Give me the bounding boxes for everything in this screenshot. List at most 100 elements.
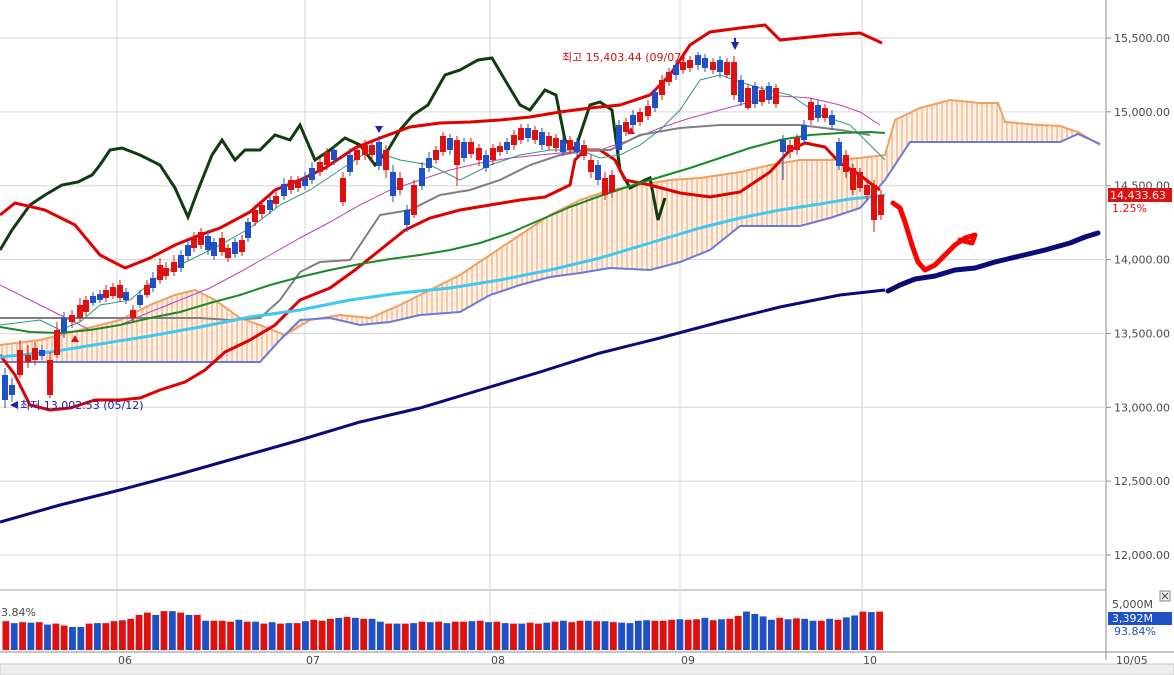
candle-body	[54, 330, 60, 355]
volume-bar	[684, 619, 692, 650]
candle-body	[302, 178, 308, 186]
ma120-line	[0, 193, 886, 359]
candle-body	[717, 60, 723, 72]
candle-body	[829, 115, 835, 125]
candle-body	[198, 232, 204, 245]
candle-body	[666, 72, 672, 82]
volume-bar	[60, 625, 68, 650]
bottom-scrollbar[interactable]	[0, 663, 1174, 675]
candle-body	[525, 128, 531, 138]
candle-body	[752, 86, 758, 104]
candle-body	[281, 184, 287, 196]
candle-body	[560, 140, 566, 152]
month-tick-label: 08	[491, 654, 505, 667]
volume-bar	[876, 611, 883, 650]
candle-body	[390, 172, 396, 196]
volume-bar	[626, 623, 634, 650]
bollinger-upper-line	[0, 23, 883, 270]
volume-bar	[526, 622, 534, 650]
volume-bar	[343, 616, 351, 650]
hand-drawn-blue-line	[885, 230, 1101, 294]
price-tick-label: 14,000.00	[1114, 254, 1170, 267]
volume-bar	[743, 611, 750, 650]
candle-body	[163, 268, 169, 276]
month-axis: 06 07 08 09 10	[118, 654, 877, 667]
volume-bars	[2, 611, 883, 650]
volume-bar	[94, 623, 101, 650]
candle-body	[836, 142, 842, 166]
candle-body	[794, 138, 800, 150]
candle-body	[539, 132, 545, 145]
volume-bar	[285, 623, 293, 650]
candle-body	[652, 92, 658, 108]
month-end-label: 10/05	[1116, 654, 1148, 667]
volume-bar	[859, 611, 867, 650]
kijun-line	[0, 124, 871, 322]
month-tick-label: 10	[863, 654, 877, 667]
candle-body	[347, 155, 353, 172]
volume-bar	[842, 617, 850, 650]
candle-body	[490, 148, 496, 160]
candle-body	[239, 240, 245, 252]
candle-body	[476, 148, 482, 160]
close-icon[interactable]	[1161, 592, 1169, 600]
candle-body	[843, 155, 849, 172]
candle-body	[801, 125, 807, 140]
candle-body	[574, 142, 580, 152]
candle-body	[2, 375, 8, 400]
price-tick-label: 12,000.00	[1114, 549, 1170, 562]
volume-bar	[152, 614, 160, 650]
candle-body	[103, 290, 109, 298]
candle-body	[454, 140, 460, 165]
volume-pct: 93.84%	[1114, 625, 1156, 638]
candle-body	[745, 88, 751, 108]
candle-body	[871, 185, 877, 220]
volume-bar	[601, 621, 609, 650]
volume-bar	[651, 620, 659, 650]
candle-body	[864, 185, 870, 195]
price-tick-label: 15,500.00	[1114, 32, 1170, 45]
candle-body	[518, 128, 524, 140]
candle-body	[252, 210, 258, 222]
volume-bar	[501, 623, 509, 650]
volume-bar	[809, 620, 817, 650]
volume-bar	[127, 618, 135, 650]
volume-bar	[593, 621, 601, 650]
volume-bar	[609, 622, 617, 650]
candle-body	[731, 62, 737, 95]
high-arrow-icon	[731, 42, 739, 50]
volume-bar	[10, 623, 18, 650]
volume-bar	[734, 615, 742, 650]
candle-body	[39, 350, 45, 356]
volume-bar	[584, 620, 592, 650]
candle-body	[808, 102, 814, 120]
up-signal-icon	[627, 127, 635, 134]
candle-body	[419, 168, 425, 186]
low-annotation: 최저 13,002.53 (05/12)	[20, 399, 144, 412]
volume-bar	[310, 619, 318, 650]
volume-bar	[551, 621, 559, 650]
candle-body	[857, 172, 863, 188]
price-tick-label: 13,000.00	[1114, 401, 1170, 414]
volume-bar	[659, 620, 667, 650]
volume-bar	[302, 621, 309, 650]
candle-body	[354, 150, 360, 160]
candle-body	[447, 138, 453, 150]
volume-bar	[792, 618, 800, 650]
candle-body	[553, 138, 559, 148]
volume-bar	[118, 620, 126, 650]
month-tick-label: 07	[306, 654, 320, 667]
high-annotation: 최고 15,403.44 (09/07)	[562, 51, 686, 64]
price-axis: 15,500.0015,000.0014,500.0014,000.0013,5…	[1106, 32, 1170, 562]
ma240-line	[0, 288, 886, 524]
candle-body	[673, 65, 679, 75]
candle-body	[504, 142, 510, 150]
candle-body	[178, 255, 184, 268]
volume-scale-label: 5,000M	[1112, 598, 1153, 611]
volume-bar	[510, 623, 517, 650]
candle-body	[191, 238, 197, 248]
volume-bar	[676, 619, 684, 650]
candle-body	[787, 145, 793, 152]
candle-body	[383, 150, 389, 170]
volume-bar	[576, 620, 584, 650]
